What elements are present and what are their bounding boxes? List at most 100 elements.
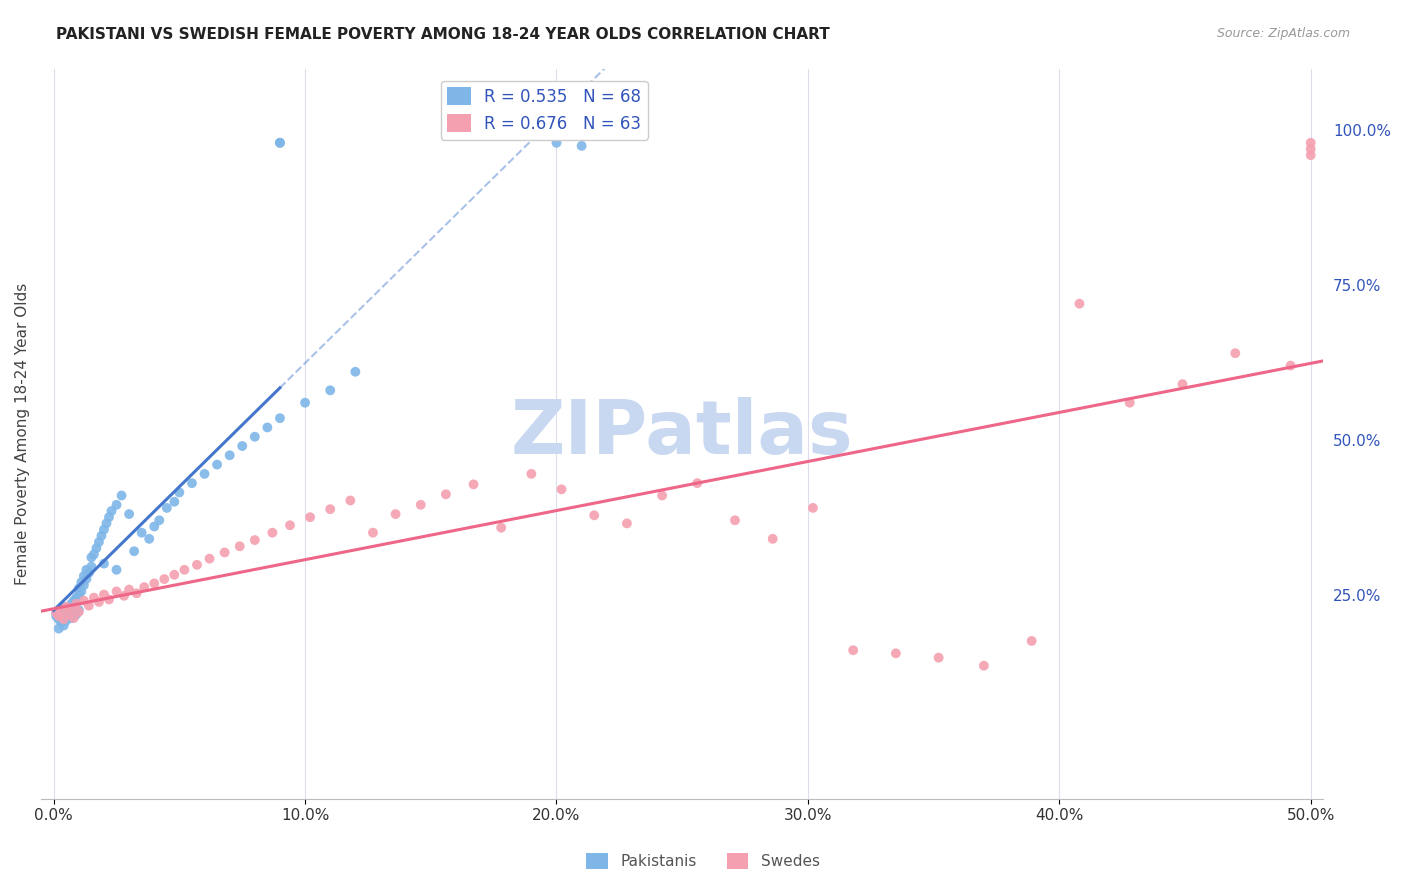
Point [100,504,122,518]
Point [58,601,80,615]
Point [489,521,512,535]
Text: PAKISTANI VS SWEDISH FEMALE POVERTY AMONG 18-24 YEAR OLDS CORRELATION CHART: PAKISTANI VS SWEDISH FEMALE POVERTY AMON… [56,27,830,42]
Point [105,563,128,577]
Point [62,593,84,607]
Point [65,597,87,611]
Point [93,523,115,537]
Point [153,572,176,586]
Point [148,513,170,527]
Point [269,411,291,425]
Point [65,591,87,605]
Point [724,513,747,527]
Point [105,584,128,599]
Point [62,606,84,620]
Point [45,606,67,620]
Point [110,489,132,503]
Point [55,609,77,624]
Point [762,532,785,546]
Point [83,547,105,561]
Legend: Pakistanis, Swedes: Pakistanis, Swedes [581,847,825,875]
Point [1021,634,1043,648]
Point [186,558,208,572]
Point [62,611,84,625]
Point [52,618,75,632]
Point [1225,346,1247,360]
Point [181,476,204,491]
Point [55,599,77,614]
Point [58,607,80,622]
Point [118,582,141,597]
Point [96,516,118,531]
Point [143,519,166,533]
Point [60,597,83,611]
Point [1299,136,1322,150]
Point [75,563,97,577]
Point [122,544,145,558]
Point [339,493,361,508]
Point [163,567,186,582]
Point [98,592,121,607]
Point [193,467,215,481]
Point [90,529,112,543]
Point [616,516,638,531]
Point [48,622,70,636]
Point [60,611,83,625]
Point [87,595,110,609]
Point [198,551,221,566]
Point [434,487,457,501]
Point [125,586,148,600]
Point [143,576,166,591]
Point [169,485,191,500]
Point [278,518,301,533]
Point [520,467,543,481]
Point [51,607,73,622]
Point [52,612,75,626]
Point [243,430,266,444]
Point [93,588,115,602]
Point [218,448,240,462]
Point [112,589,135,603]
Point [1299,142,1322,156]
Point [651,489,673,503]
Point [550,483,572,497]
Point [134,580,156,594]
Point [344,365,367,379]
Point [80,559,103,574]
Point [384,507,406,521]
Point [231,439,253,453]
Point [928,650,950,665]
Point [1118,395,1140,409]
Point [1299,148,1322,162]
Point [294,395,316,409]
Point [361,525,384,540]
Point [319,502,342,516]
Legend: R = 0.535   N = 68, R = 0.676   N = 63: R = 0.535 N = 68, R = 0.676 N = 63 [440,80,648,139]
Text: Source: ZipAtlas.com: Source: ZipAtlas.com [1216,27,1350,40]
Point [269,136,291,150]
Point [1171,377,1194,392]
Point [973,658,995,673]
Point [262,525,284,540]
Point [319,384,342,398]
Point [77,599,100,613]
Point [409,498,432,512]
Point [163,494,186,508]
Point [77,566,100,580]
Point [546,136,568,150]
Point [45,606,67,620]
Point [686,476,709,491]
Point [1279,359,1302,373]
Point [884,646,907,660]
Point [86,541,108,555]
Point [67,605,90,619]
Point [571,139,593,153]
Point [75,572,97,586]
Point [55,614,77,628]
Point [105,498,128,512]
Point [801,500,824,515]
Point [93,557,115,571]
Point [98,510,121,524]
Point [55,605,77,619]
Point [83,591,105,605]
Point [256,420,278,434]
